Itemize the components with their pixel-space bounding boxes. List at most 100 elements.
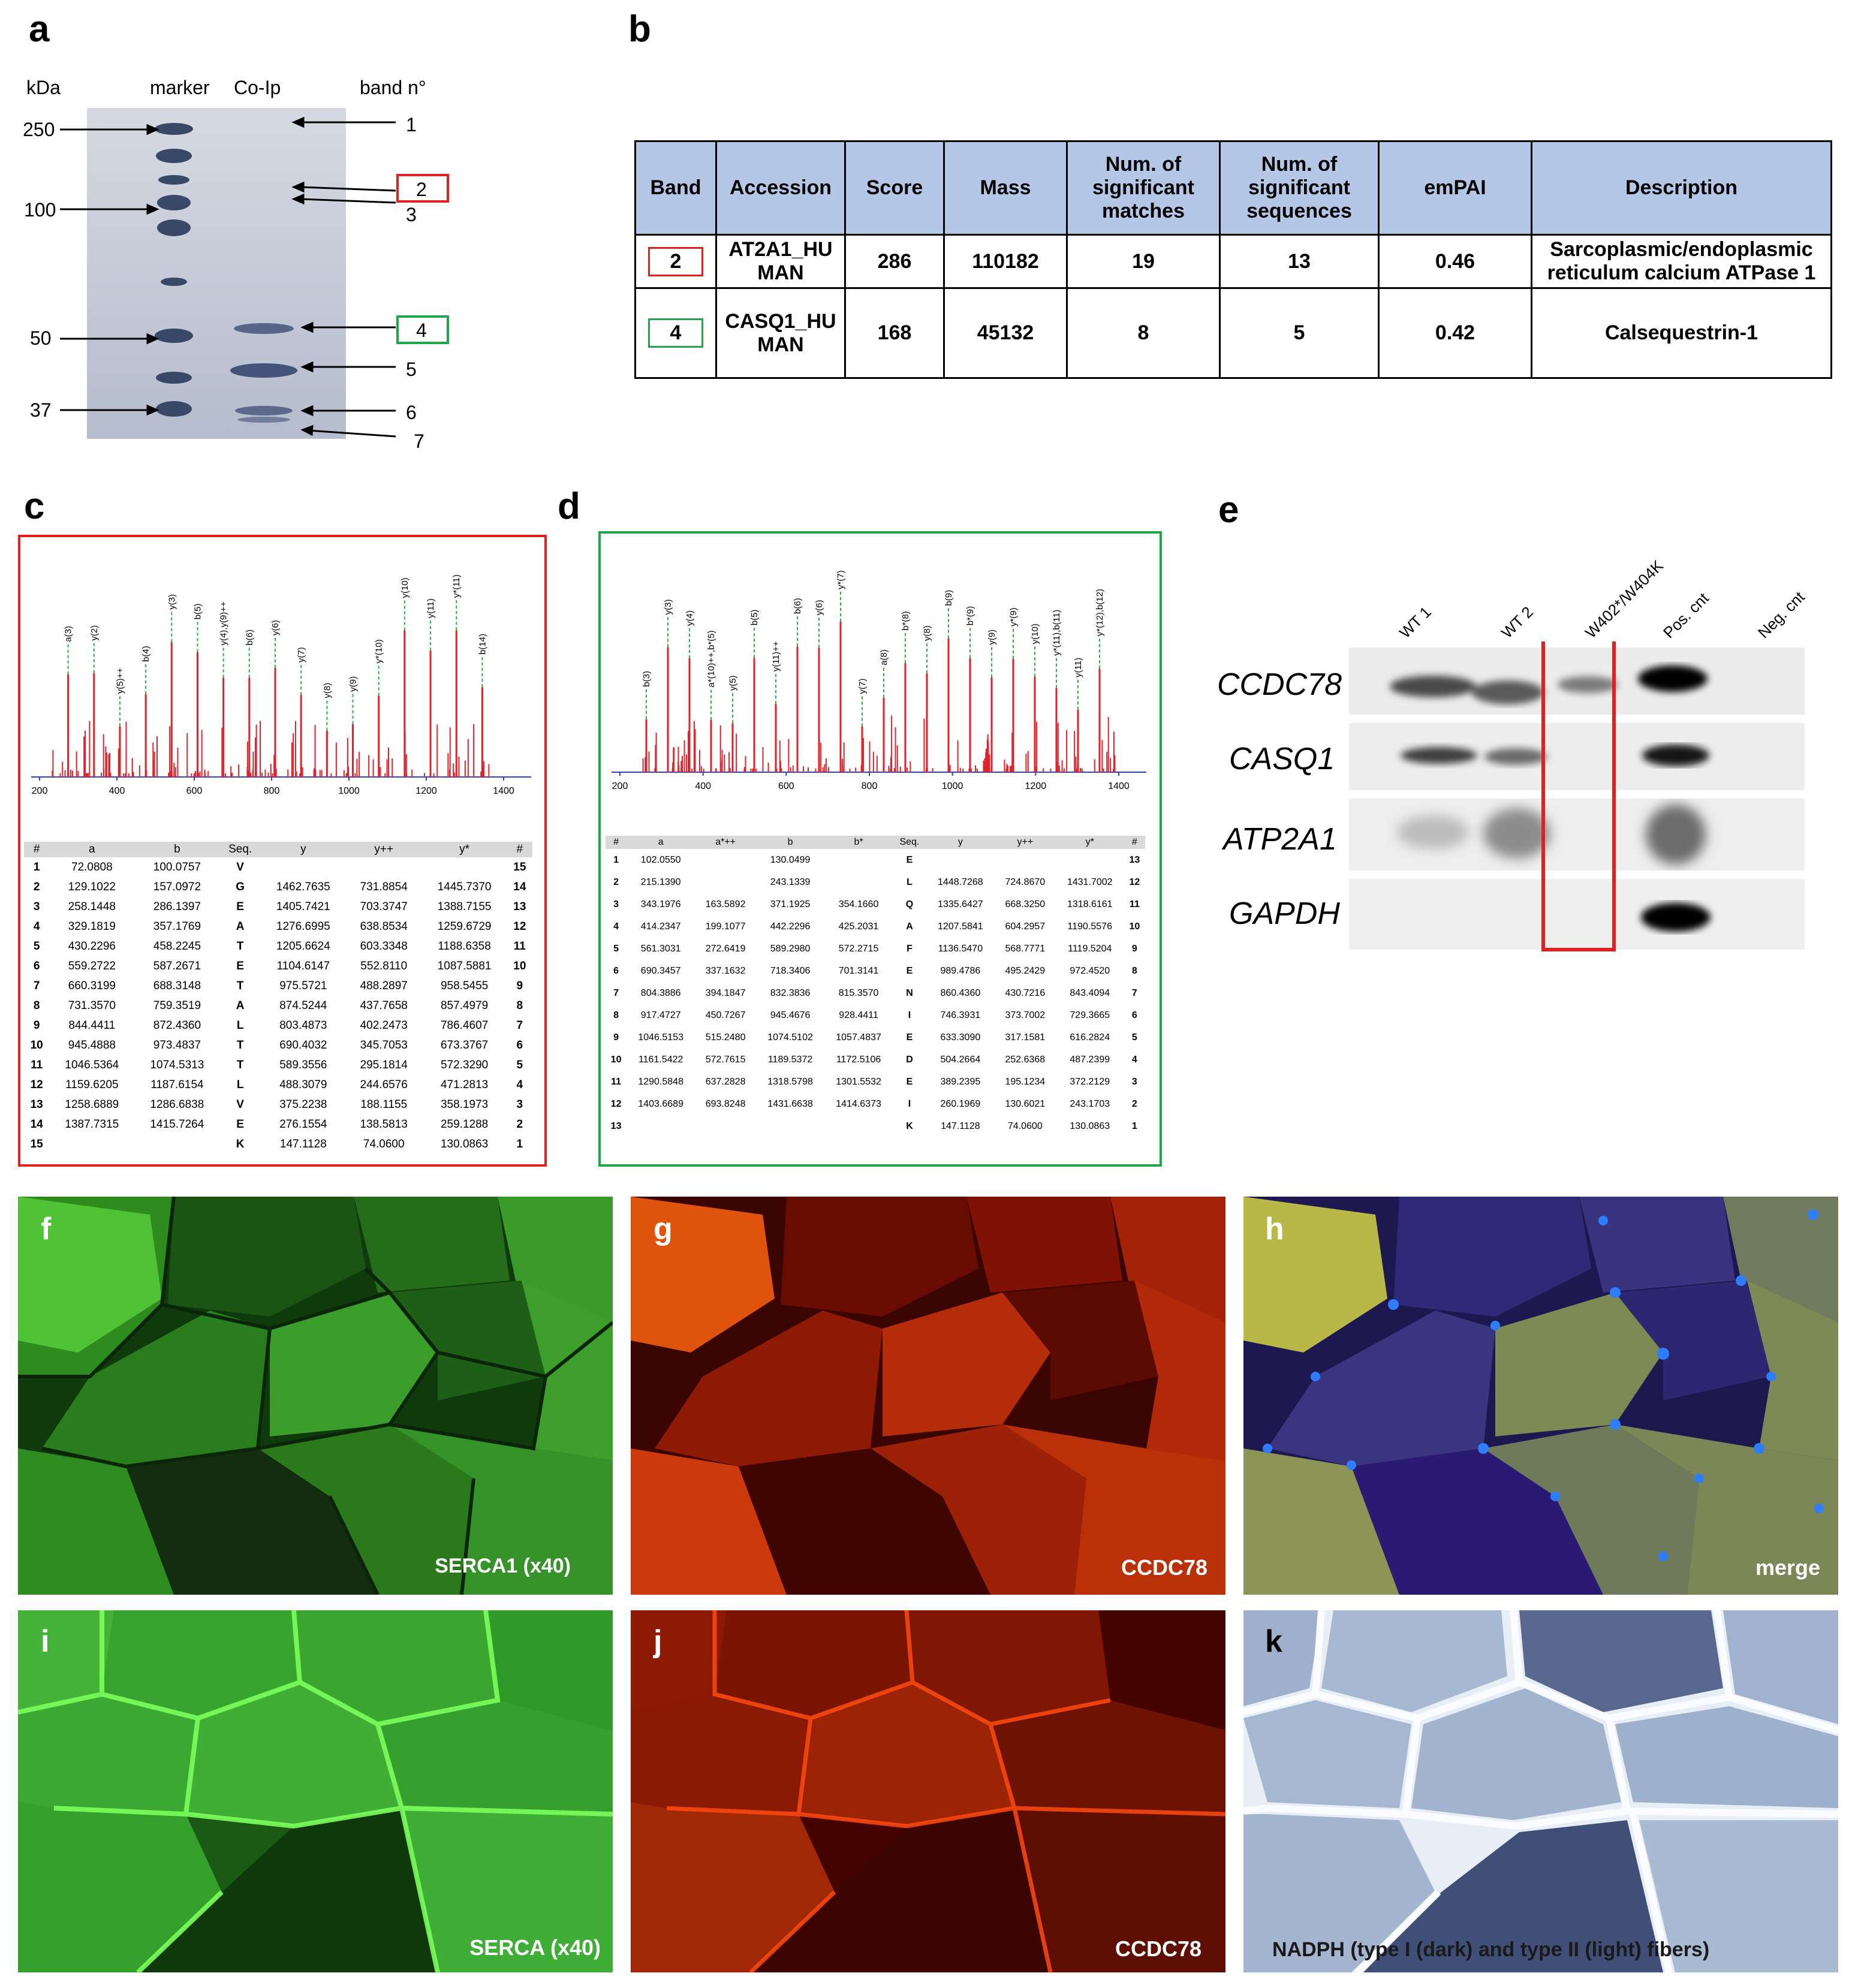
ion-table-cell: 276.1554 xyxy=(279,1118,327,1131)
table-row: 5 561.3031 272.6419 589.2980 572.2715 F 1136.5… xyxy=(606,938,1145,960)
ion-table-cell: 375.2238 xyxy=(279,1098,327,1111)
ion-table-cell: K xyxy=(236,1137,245,1150)
table-row: 8 917.4727 450.7267 945.4676 928.4411 I 746.39… xyxy=(606,1004,1145,1026)
panel-label-f: f xyxy=(41,1212,52,1246)
ion-table-cell: 673.3767 xyxy=(440,1038,489,1052)
ion-table-cell: 8 xyxy=(1131,965,1137,976)
serca-fibers xyxy=(18,1610,613,1972)
ion-table-cell: 1161.5422 xyxy=(638,1054,683,1065)
ion-table-header: y xyxy=(260,842,346,857)
ion-table-cell: 1387.7315 xyxy=(65,1118,119,1131)
ion-table-cell: 693.8248 xyxy=(705,1098,746,1109)
panel-d-ion-table: # a a*++ b b* Seq. y y++ y* #1 102.0550 130.0499 E 13… xyxy=(606,836,1145,1137)
col-description: Description xyxy=(1531,140,1832,236)
ion-table-cell: T xyxy=(236,939,244,953)
wb-row-casq1: CASQ1 xyxy=(1229,742,1335,776)
ion-table-cell xyxy=(926,849,995,871)
ion-table-cell: 4 xyxy=(613,921,619,932)
spectrum-ion-label: y*(11),b(11) xyxy=(1052,610,1062,656)
ion-table-cell: 13 xyxy=(610,1120,622,1131)
ion-table-cell: 1276.6995 xyxy=(276,920,330,933)
ion-table-cell: 690.3457 xyxy=(640,965,681,976)
ion-table-cell: 6 xyxy=(613,965,619,976)
spectrum-ion-label: y(4),y(9)++ xyxy=(219,601,229,646)
ion-table-cell: 488.2897 xyxy=(360,979,408,992)
accession-cell: CASQ1_HUMAN xyxy=(715,287,846,379)
ion-table-cell: 243.1339 xyxy=(770,876,811,887)
ion-table-cell: 259.1288 xyxy=(440,1118,489,1131)
axis-tick-label: 200 xyxy=(32,786,48,796)
merge-fibers xyxy=(1243,1197,1838,1595)
ion-table-cell: 9 xyxy=(613,1032,619,1043)
mass-cell: 110182 xyxy=(943,234,1068,289)
ion-table-cell: 8 xyxy=(613,1010,619,1020)
ion-table-cell xyxy=(261,857,346,877)
ion-table-header: # xyxy=(1124,836,1145,849)
ion-table-header: # xyxy=(606,836,627,849)
spectrum-ion-label: y*(7) xyxy=(836,570,846,589)
col-empai: emPAI xyxy=(1378,140,1532,236)
ion-table-cell: 215.1390 xyxy=(640,876,681,887)
panel-label-b: b xyxy=(628,8,651,50)
ion-table-cell: 561.3031 xyxy=(640,943,681,954)
ion-table-cell: 603.3348 xyxy=(360,939,408,953)
ion-table-cell: 6 xyxy=(516,1038,523,1052)
table-row: 12 1159.6205 1187.6154 L 488.3079 244.6576 471… xyxy=(24,1075,532,1095)
ion-table-cell: 100.0757 xyxy=(153,860,201,873)
ion-table-cell: 1259.6729 xyxy=(437,920,492,933)
gel-marker-37: 37 xyxy=(30,399,52,421)
panel-label-d: d xyxy=(558,486,580,527)
ion-table-cell: 860.4360 xyxy=(940,987,981,998)
ion-table-header: b* xyxy=(824,836,893,849)
ion-table-cell: G xyxy=(236,880,245,893)
table-row: 10 945.4888 973.4837 T 690.4032 345.7053 673.3… xyxy=(24,1035,532,1055)
spectrum-ion-label: b(3) xyxy=(642,671,652,687)
ion-table-cell: 6 xyxy=(33,959,40,972)
ion-table-cell: 11 xyxy=(611,1076,622,1087)
ion-table-cell: 5 xyxy=(613,943,619,954)
ion-table-cell: 243.1703 xyxy=(1070,1098,1110,1109)
ion-table-cell: 13 xyxy=(1129,854,1140,865)
spectrum-ion-label: y(11) xyxy=(1073,658,1083,677)
ion-table-cell: 1087.5881 xyxy=(437,959,492,972)
spectrum-ion-label: y(9) xyxy=(987,629,997,645)
ms-results-table: Band Accession Score Mass Num. of signif… xyxy=(634,140,1832,379)
ion-table-cell: 12 xyxy=(30,1078,43,1091)
ion-table-cell: 552.8110 xyxy=(360,959,408,972)
ion-table-cell: 12 xyxy=(1129,876,1140,887)
ion-table-cell: 130.0499 xyxy=(770,854,811,865)
ion-table-cell: 843.4094 xyxy=(1070,987,1110,998)
ion-table-cell: 1403.6689 xyxy=(638,1098,683,1109)
ion-table-cell: 872.4360 xyxy=(153,1019,201,1032)
ion-table-cell: 637.2828 xyxy=(705,1076,746,1087)
ion-table-cell: 430.7216 xyxy=(1005,987,1046,998)
panel-c-frame xyxy=(18,535,547,1167)
ion-table-cell: 244.6576 xyxy=(360,1078,408,1091)
wb-row-gapdh: GAPDH xyxy=(1229,896,1340,931)
panel-c-ion-table: # a b Seq. y y++ y* #1 72.0808 100.0757 V 15 2 129.10… xyxy=(24,842,532,1154)
ion-table-cell: 138.5813 xyxy=(360,1118,408,1131)
band-cell: 2 xyxy=(648,246,704,276)
table-row: 7 804.3886 394.1847 832.3836 815.3570 N 860.43… xyxy=(606,982,1145,1004)
ion-table-cell: L xyxy=(907,876,913,887)
table-row: 4 414.2347 199.1077 442.2296 425.2031 A 1207.5… xyxy=(606,915,1145,938)
panel-label-g: g xyxy=(654,1212,673,1246)
table-row: 8 731.3570 759.3519 A 874.5244 437.7658 857.49… xyxy=(24,996,532,1016)
ion-table-cell: 668.3250 xyxy=(1005,899,1046,909)
ion-table-cell: 989.4786 xyxy=(940,965,981,976)
ion-table-cell: 504.2664 xyxy=(940,1054,981,1065)
ion-table-cell: 638.8534 xyxy=(360,920,408,933)
wb-col-pos: Pos. cnt xyxy=(1660,589,1712,642)
ion-table-cell: E xyxy=(236,900,244,913)
empai-cell: 0.46 xyxy=(1378,234,1532,289)
ion-table-cell: 9 xyxy=(33,1019,40,1032)
ion-table-cell: 5 xyxy=(33,939,40,953)
ion-table-cell: 3 xyxy=(516,1098,523,1111)
ion-table-cell: E xyxy=(906,1076,913,1087)
ion-table-cell: 1190.5576 xyxy=(1067,921,1112,932)
ion-table-cell: Q xyxy=(905,899,914,909)
ion-table-cell: 14 xyxy=(30,1118,43,1131)
axis-tick-label: 1000 xyxy=(942,781,963,791)
gel-lane-coip-label: Co-Ip xyxy=(234,77,281,98)
spectrum-ion-label: b(9) xyxy=(944,590,954,606)
